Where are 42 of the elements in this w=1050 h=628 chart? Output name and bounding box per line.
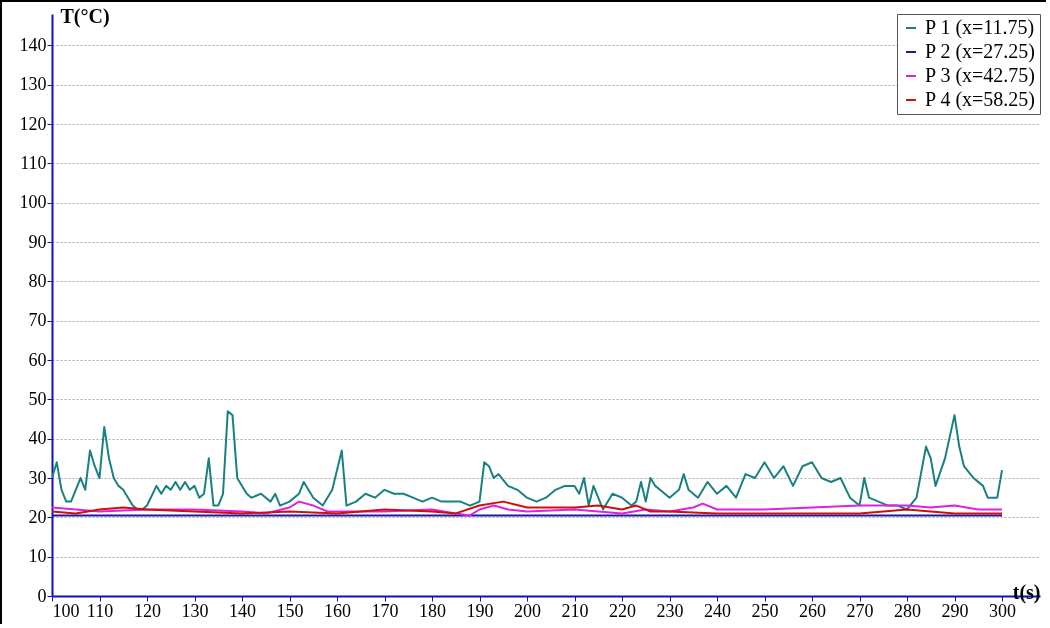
y-tick-label: 20 [28,506,47,527]
x-tick-label: 260 [799,600,826,621]
x-tick-label: 120 [134,600,161,621]
y-tick-label: 30 [28,467,47,488]
y-tick-label: 60 [28,349,47,370]
y-tick-label: 110 [20,152,47,173]
x-tick-label: 160 [324,600,351,621]
legend-label: P 4 (x=58.25) [925,88,1035,111]
x-tick-label: 130 [181,600,209,621]
y-tick-label: 100 [19,192,47,213]
x-tick-label: 270 [846,600,874,621]
x-tick-label: 140 [229,600,256,621]
y-tick-label: 0 [37,585,47,606]
x-tick-label: 220 [609,600,636,621]
y-tick-label: 10 [28,546,47,567]
y-tick-label: 90 [28,231,47,252]
x-tick-label: 290 [941,600,969,621]
legend-label: P 2 (x=27.25) [925,40,1035,63]
x-tick-label: 100 [52,600,80,621]
y-axis-title: T(°C) [60,4,110,28]
legend-label: P 1 (x=11.75) [925,16,1035,39]
x-tick-label: 240 [704,600,731,621]
x-tick-label: 190 [466,600,494,621]
x-tick-label: 150 [276,600,304,621]
x-tick-label: 200 [514,600,541,621]
legend-label: P 3 (x=42.75) [925,64,1035,87]
x-tick-label: 110 [86,600,114,621]
x-tick-label: 280 [894,600,921,621]
x-tick-label: 180 [419,600,446,621]
y-tick-label: 40 [28,428,47,449]
y-tick-label: 120 [19,113,47,134]
y-tick-label: 70 [28,310,47,331]
x-tick-label: 300 [989,600,1016,621]
x-tick-label: 250 [751,600,779,621]
x-tick-label: 210 [561,600,589,621]
y-tick-label: 130 [19,74,47,95]
x-tick-label: 170 [371,600,399,621]
y-tick-label: 80 [28,270,47,291]
line-series [52,410,1003,511]
x-tick-label: 230 [656,600,684,621]
y-tick-label: 50 [28,388,47,409]
y-tick-label: 140 [19,34,47,55]
